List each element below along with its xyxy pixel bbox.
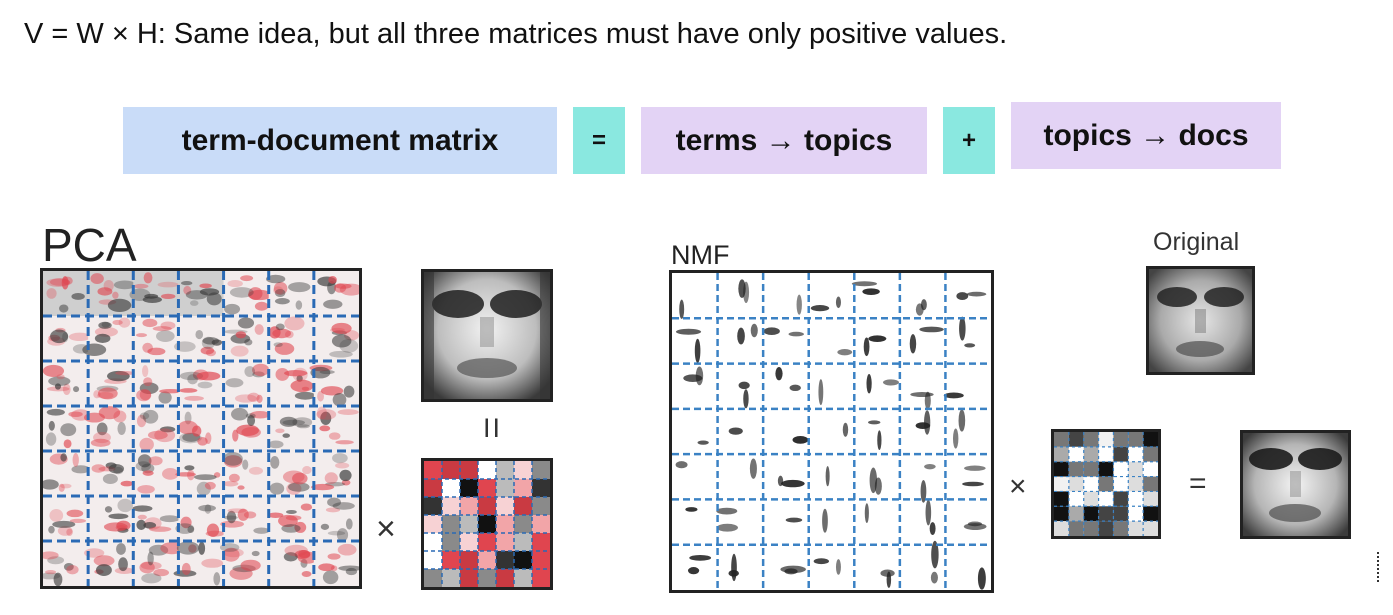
equals-sign: =: [591, 126, 606, 154]
terms-topics-label: terms → topics: [675, 123, 893, 157]
nmf-coefficient-matrix: [1051, 429, 1161, 539]
topics-docs-box: topics → docs: [1011, 102, 1281, 169]
nmf-reconstructed-face-image: [1240, 430, 1351, 539]
nmf-original-face-image: [1146, 266, 1255, 375]
topics-docs-label: topics → docs: [1043, 118, 1249, 152]
nmf-parts-grid: [669, 270, 994, 593]
pca-coefficient-matrix: [421, 458, 553, 590]
corner-mark: [1377, 552, 1383, 582]
term-document-matrix-label: term-document matrix: [181, 123, 499, 157]
pca-equals-sign: II: [483, 413, 503, 443]
equals-box: =: [573, 107, 625, 174]
pca-title: PCA: [42, 219, 137, 271]
plus-box: +: [943, 107, 995, 174]
headline: V = W × H: Same idea, but all three matr…: [24, 18, 1008, 50]
nmf-title: NMF: [671, 240, 730, 270]
nmf-original-label: Original: [1153, 228, 1240, 256]
nmf-equals-sign: =: [1189, 467, 1207, 500]
plus-sign: +: [961, 126, 976, 154]
pca-eigenfaces-grid: [40, 268, 362, 589]
nmf-times-sign: ×: [1009, 470, 1027, 503]
pca-reconstructed-face-image: [421, 269, 553, 402]
term-document-matrix-box: term-document matrix: [123, 107, 557, 174]
pca-times-sign: ×: [376, 510, 396, 548]
terms-topics-box: terms → topics: [641, 107, 927, 174]
